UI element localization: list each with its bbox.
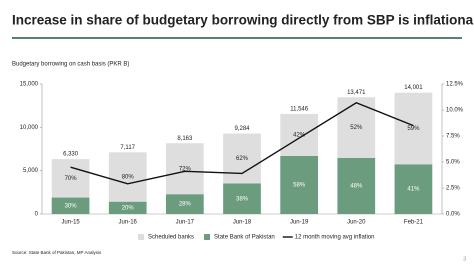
y2-tick-label: 7.5%	[446, 134, 460, 140]
page-number: 3	[463, 256, 466, 262]
bar-segment	[280, 113, 318, 156]
bar-segment	[223, 183, 261, 214]
source-note: Source: State Bank of Pakistan, MP Analy…	[12, 250, 102, 255]
share-label: 38%	[236, 196, 249, 202]
x-tick-label: Jun-18	[233, 220, 252, 226]
bar-segment	[166, 143, 204, 195]
x-tick-label: Jun-20	[347, 220, 366, 226]
legend-label: 12 month moving avg inflation	[295, 235, 375, 241]
chart-title: Increase in share of budgetary borrowing…	[12, 13, 474, 28]
total-label: 8,163	[177, 136, 193, 142]
legend-label: Scheduled banks	[148, 235, 194, 241]
x-tick-label: Jun-15	[61, 220, 80, 226]
share-label: 72%	[179, 166, 192, 172]
total-label: 6,330	[63, 152, 79, 158]
share-label: 42%	[293, 133, 306, 139]
y2-tick-label: 12.5%	[446, 82, 464, 88]
bar-segment	[280, 155, 318, 214]
total-label: 14,001	[404, 85, 423, 91]
bar-segment	[166, 194, 204, 214]
y2-tick-label: 2.5%	[446, 186, 460, 192]
share-label: 62%	[236, 156, 249, 162]
share-label: 52%	[350, 125, 363, 131]
y-tick-label: 5,000	[23, 168, 39, 174]
share-label: 59%	[407, 126, 420, 132]
x-tick-label: Jun-16	[119, 220, 138, 226]
y-tick-label: 10,000	[20, 125, 39, 131]
y-tick-label: 15,000	[20, 82, 39, 88]
chart-subtitle: Budgetary borrowing on cash basis (PKR B…	[12, 62, 129, 68]
share-label: 28%	[179, 202, 192, 208]
x-tick-label: Jun-19	[290, 220, 309, 226]
y-tick-label: 0	[35, 212, 39, 218]
line-series	[70, 101, 414, 185]
legend-swatch	[138, 234, 144, 240]
share-label: 20%	[122, 205, 135, 211]
legend-swatch	[204, 234, 211, 240]
share-label: 70%	[65, 176, 78, 182]
y2-tick-label: 10.0%	[446, 108, 464, 114]
legend-label: State Bank of Pakistan	[214, 235, 275, 241]
bar-segment	[394, 164, 433, 214]
bar-segment	[223, 133, 261, 184]
y2-tick-label: 5.0%	[446, 160, 460, 166]
bar-segment	[108, 201, 147, 214]
share-label: 48%	[350, 184, 363, 190]
bar-segment	[51, 159, 90, 198]
total-label: 9,284	[234, 126, 250, 132]
share-label: 41%	[407, 187, 420, 193]
total-label: 7,117	[120, 145, 135, 151]
bar-segment	[108, 152, 147, 202]
bar-segment	[337, 157, 376, 214]
bar-segment	[51, 197, 90, 214]
share-label: 58%	[293, 183, 306, 189]
y2-tick-label: 0.0%	[446, 212, 460, 218]
total-label: 11,546	[290, 107, 309, 113]
bar-segment	[394, 92, 433, 165]
share-label: 30%	[65, 203, 78, 209]
share-label: 80%	[122, 175, 135, 181]
x-tick-label: Jun-17	[176, 220, 195, 226]
x-tick-label: Feb-21	[404, 220, 424, 226]
total-label: 13,471	[347, 90, 366, 96]
